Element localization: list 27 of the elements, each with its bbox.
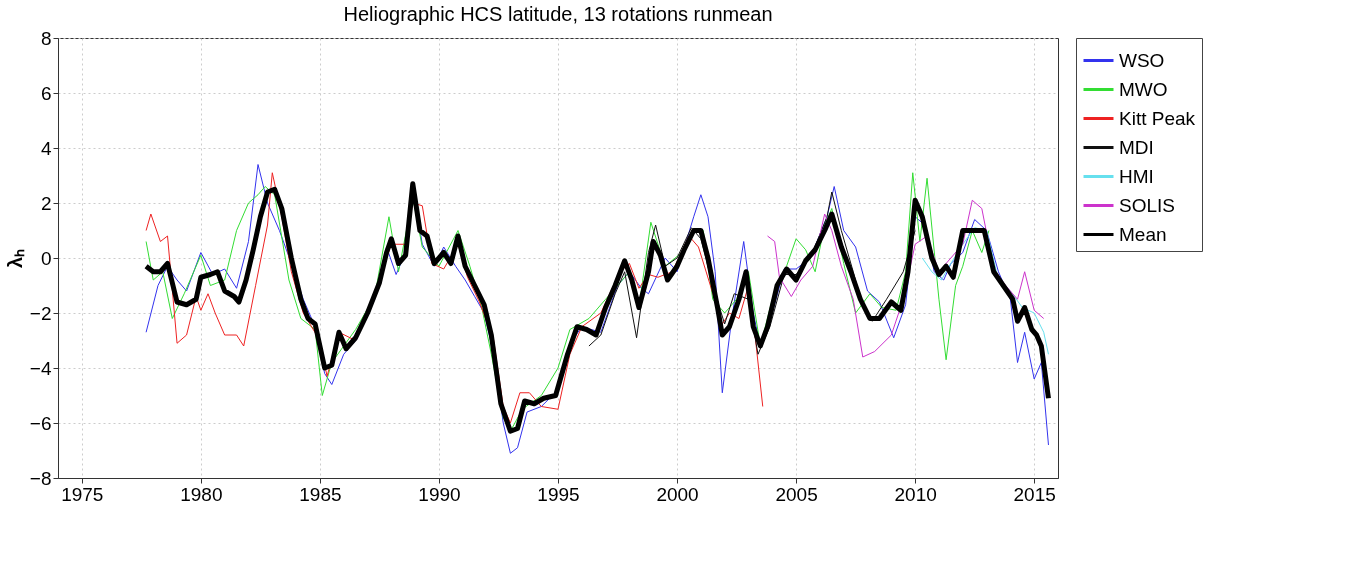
x-tick-label: 1980 [180,483,223,505]
y-tick-label: −4 [29,357,52,379]
legend-label: WSO [1119,49,1165,71]
legend-label: SOLIS [1119,194,1175,216]
legend-label: MWO [1119,78,1168,100]
y-tick-label: −2 [29,302,52,324]
x-tick-label: 1975 [61,483,104,505]
y-tick-label: −6 [29,412,52,434]
x-tick-label: 2005 [775,483,818,505]
x-tick-label: 2000 [656,483,699,505]
legend-label: Kitt Peak [1119,107,1196,129]
y-tick-label: 2 [40,192,52,214]
x-tick-label: 1995 [537,483,580,505]
y-tick-label: 0 [40,247,52,269]
legend-label: Mean [1119,223,1167,245]
x-tick-label: 2010 [894,483,937,505]
y-tick-label: 4 [40,137,52,159]
chart-title: Heliographic HCS latitude, 13 rotations runmean [343,3,773,25]
legend-label: HMI [1119,165,1154,187]
x-tick-label: 1990 [418,483,461,505]
x-tick-label: 1985 [299,483,342,505]
y-axis-title: λₕ [3,248,26,269]
legend-label: MDI [1119,136,1154,158]
y-tick-label: −8 [29,467,52,489]
y-tick-label: 8 [40,27,52,49]
x-tick-label: 2015 [1013,483,1056,505]
y-tick-label: 6 [40,82,52,104]
